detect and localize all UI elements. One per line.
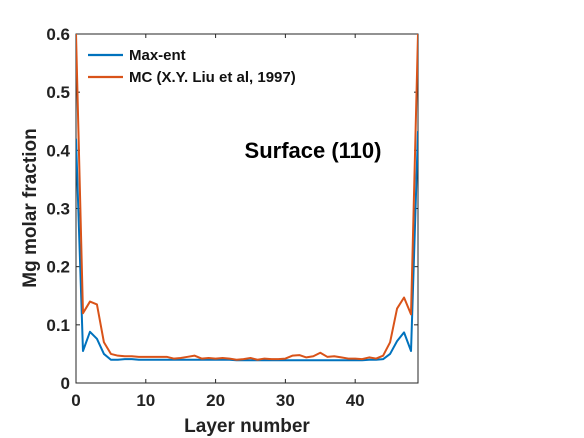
y-tick-label: 0.3 xyxy=(46,200,70,219)
y-tick-label: 0.1 xyxy=(46,316,70,335)
x-tick-label: 30 xyxy=(276,391,295,410)
y-tick-label: 0.2 xyxy=(46,258,70,277)
legend-box xyxy=(83,41,315,91)
series-line-max-ent xyxy=(76,131,418,362)
y-tick-label: 0.4 xyxy=(46,141,70,160)
x-tick-label: 0 xyxy=(71,391,80,410)
legend: Max-ent MC (X.Y. Liu et al, 1997) xyxy=(83,41,315,91)
y-axis-label: Mg molar fraction xyxy=(20,128,41,287)
surface-annotation: Surface (110) xyxy=(245,138,382,163)
legend-label-mc: MC (X.Y. Liu et al, 1997) xyxy=(129,69,296,86)
y-tick-label: 0 xyxy=(61,374,70,393)
y-tick-label: 0.6 xyxy=(46,25,70,44)
legend-label-max-ent: Max-ent xyxy=(129,47,186,64)
x-tick-label: 40 xyxy=(346,391,365,410)
x-tick-label: 10 xyxy=(136,391,155,410)
y-tick-label: 0.5 xyxy=(46,83,70,102)
series-line-mc xyxy=(76,34,418,361)
x-tick-label: 20 xyxy=(206,391,225,410)
x-axis-label: Layer number xyxy=(184,416,310,437)
